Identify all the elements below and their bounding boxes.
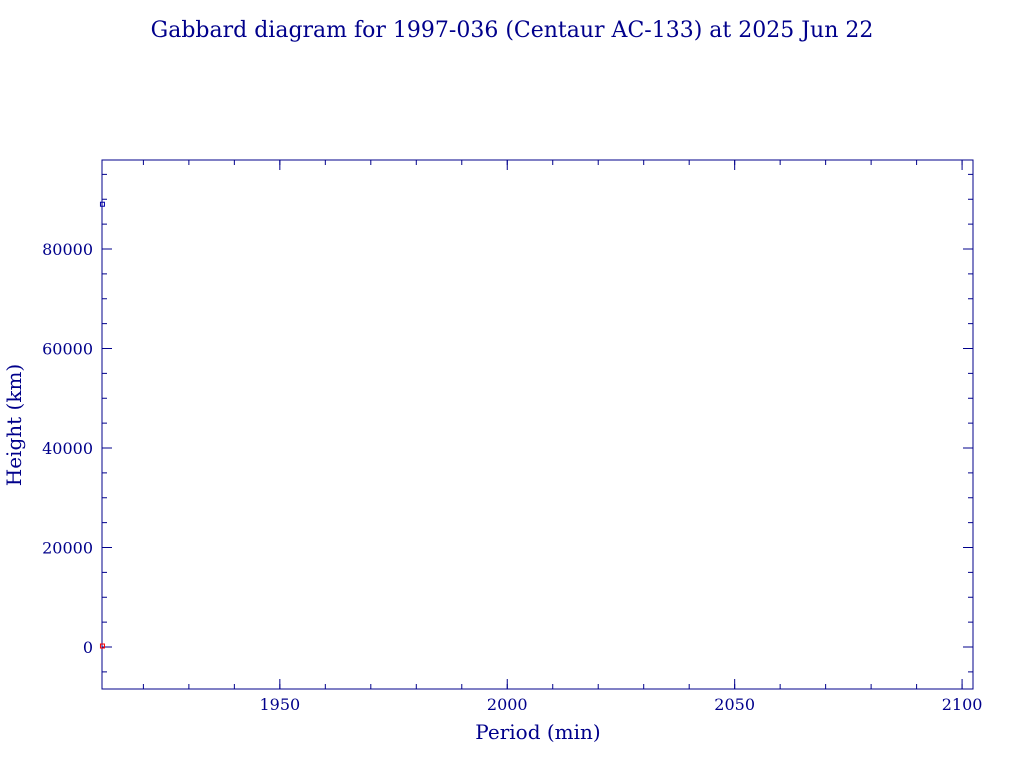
y-tick-label: 20000 — [42, 539, 93, 558]
y-tick-label: 0 — [83, 638, 93, 657]
y-tick-label: 80000 — [42, 240, 93, 259]
x-axis-label: Period (min) — [475, 720, 600, 744]
x-tick-label: 2100 — [942, 695, 983, 714]
plot-frame — [101, 159, 974, 690]
y-tick-label: 60000 — [42, 340, 93, 359]
point — [99, 201, 105, 207]
y-axis-label: Height (km) — [2, 364, 26, 486]
chart-title: Gabbard diagram for 1997-036 (Centaur AC… — [151, 18, 874, 43]
y-tick-label: 40000 — [42, 439, 93, 458]
x-tick-label: 2000 — [487, 695, 528, 714]
point — [99, 643, 105, 649]
x-tick-label: 2050 — [714, 695, 755, 714]
x-tick-label: 1950 — [259, 695, 300, 714]
